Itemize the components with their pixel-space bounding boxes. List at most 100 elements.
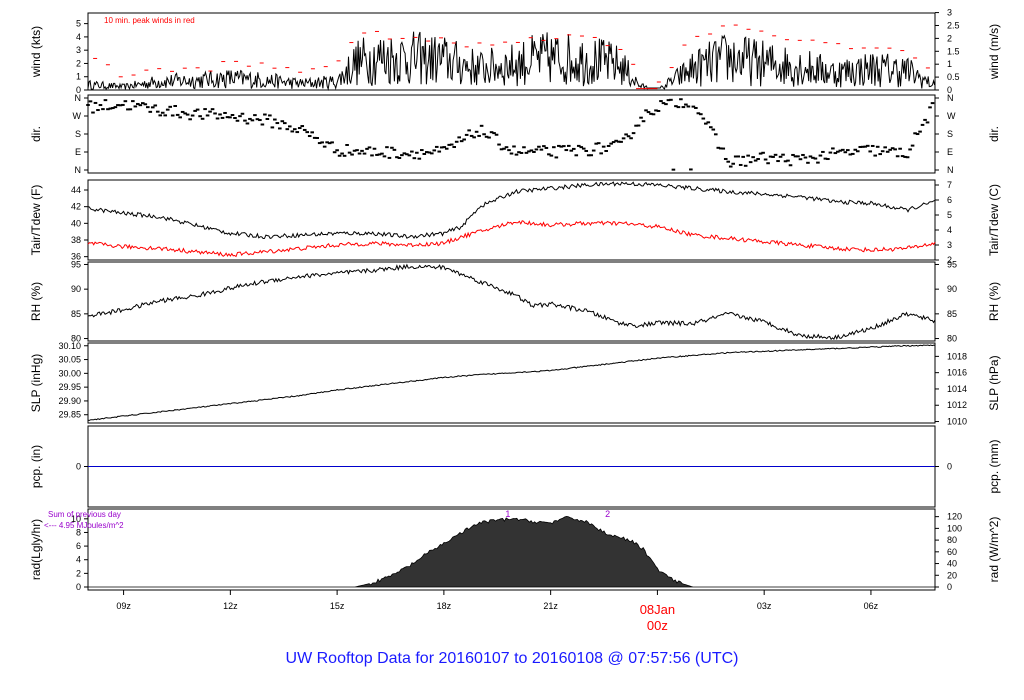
x-tick-label: 21z bbox=[543, 601, 558, 611]
dir-ylabel-left: dir. bbox=[29, 126, 43, 142]
x-tick-label: 09z bbox=[116, 601, 131, 611]
temperature-right-tick-label: 3 bbox=[947, 240, 952, 250]
rh-left-tick-label: 80 bbox=[71, 334, 81, 344]
slp-panel-frame bbox=[87, 342, 936, 424]
rh-left-tick-label: 95 bbox=[71, 259, 81, 269]
dir-right-tick-label: E bbox=[947, 147, 953, 157]
rad-left-tick-label: 0 bbox=[76, 582, 81, 592]
rad-marker-label: 1 bbox=[505, 509, 510, 519]
rad-right-tick-label: 0 bbox=[947, 582, 952, 592]
dir-right-tick-label: N bbox=[947, 165, 954, 175]
wind-right-tick-label: 1 bbox=[947, 59, 952, 69]
temperature-right-tick-label: 5 bbox=[947, 210, 952, 220]
slp-left-tick-label: 29.95 bbox=[58, 382, 81, 392]
rad-left-tick-label: 8 bbox=[76, 527, 81, 537]
x-date-sublabel: 00z bbox=[647, 618, 668, 633]
rad-area bbox=[88, 515, 935, 588]
slp-ylabel-left: SLP (inHg) bbox=[29, 354, 43, 412]
pcp-left-tick-label: 0 bbox=[76, 462, 81, 472]
temperature-ylabel-right: Tair/Tdew (C) bbox=[987, 184, 1001, 256]
slp-left-tick-label: 29.90 bbox=[58, 396, 81, 406]
wind-left-tick-label: 4 bbox=[76, 32, 81, 42]
temperature-panel-frame bbox=[87, 179, 936, 261]
temperature-ylabel-left: Tair/Tdew (F) bbox=[29, 185, 43, 256]
wind-right-tick-label: 0.5 bbox=[947, 72, 960, 82]
rh-left-tick-label: 85 bbox=[71, 309, 81, 319]
dir-left-tick-label: E bbox=[75, 147, 81, 157]
rad-right-tick-label: 20 bbox=[947, 570, 957, 580]
rad-left-tick-label: 10 bbox=[71, 514, 81, 524]
slp-right-tick-label: 1018 bbox=[947, 351, 967, 361]
temperature-left-tick-label: 36 bbox=[71, 252, 81, 262]
dir-left-tick-label: N bbox=[75, 93, 82, 103]
temperature-left-tick-label: 42 bbox=[71, 202, 81, 212]
x-date-label: 08Jan bbox=[640, 602, 675, 617]
dir-ylabel-right: dir. bbox=[987, 126, 1001, 142]
tair-line bbox=[87, 181, 936, 240]
temperature-left-tick-label: 38 bbox=[71, 235, 81, 245]
slp-left-tick-label: 30.00 bbox=[58, 368, 81, 378]
rad-ylabel-left: rad(Lgly/hr) bbox=[29, 519, 43, 580]
temperature-left-tick-label: 40 bbox=[71, 218, 81, 228]
wind-right-tick-label: 2.5 bbox=[947, 20, 960, 30]
rh-ylabel-right: RH (%) bbox=[987, 282, 1001, 321]
wind-left-tick-label: 2 bbox=[76, 58, 81, 68]
rh-right-tick-label: 85 bbox=[947, 309, 957, 319]
rad-left-tick-label: 4 bbox=[76, 555, 81, 565]
rad-right-tick-label: 80 bbox=[947, 535, 957, 545]
temperature-right-tick-label: 7 bbox=[947, 180, 952, 190]
wind-right-tick-label: 0 bbox=[947, 85, 952, 95]
slp-left-tick-label: 29.85 bbox=[58, 410, 81, 420]
slp-right-tick-label: 1014 bbox=[947, 384, 967, 394]
rad-left-tick-label: 6 bbox=[76, 541, 81, 551]
slp-line bbox=[87, 344, 936, 421]
rad-right-tick-label: 100 bbox=[947, 523, 962, 533]
pcp-ylabel-left: pcp. (in) bbox=[29, 445, 43, 488]
rad-left-tick-label: 2 bbox=[76, 568, 81, 578]
tdew-line bbox=[87, 220, 936, 258]
chart-title: UW Rooftop Data for 20160107 to 20160108… bbox=[285, 650, 739, 667]
dir-right-tick-label: W bbox=[947, 111, 956, 121]
wind-ylabel-left: wind (kts) bbox=[29, 26, 43, 78]
slp-right-tick-label: 1012 bbox=[947, 400, 967, 410]
pcp-ylabel-right: pcp. (mm) bbox=[987, 439, 1001, 493]
x-tick-label: 12z bbox=[223, 601, 238, 611]
temperature-right-tick-label: 6 bbox=[947, 195, 952, 205]
wind-left-tick-label: 3 bbox=[76, 45, 81, 55]
rh-right-tick-label: 80 bbox=[947, 334, 957, 344]
rad-right-tick-label: 60 bbox=[947, 547, 957, 557]
rh-line bbox=[87, 263, 936, 341]
rh-panel-frame bbox=[87, 261, 936, 342]
dir-right-tick-label: N bbox=[947, 93, 954, 103]
rh-right-tick-label: 95 bbox=[947, 259, 957, 269]
wind-right-tick-label: 2 bbox=[947, 33, 952, 43]
x-tick-label: 06z bbox=[864, 601, 879, 611]
x-tick-label: 15z bbox=[330, 601, 345, 611]
slp-right-tick-label: 1016 bbox=[947, 368, 967, 378]
rad-right-tick-label: 40 bbox=[947, 559, 957, 569]
wind-left-tick-label: 5 bbox=[76, 19, 81, 29]
rad-panel-frame bbox=[87, 508, 936, 591]
rh-ylabel-left: RH (%) bbox=[29, 282, 43, 321]
wind-speed-line bbox=[87, 31, 936, 91]
pcp-right-tick-label: 0 bbox=[947, 462, 952, 472]
slp-right-tick-label: 1010 bbox=[947, 417, 967, 427]
dir-left-tick-label: W bbox=[73, 111, 82, 121]
wind-left-tick-label: 1 bbox=[76, 72, 81, 82]
dir-panel-frame bbox=[87, 94, 936, 174]
rad-right-tick-label: 120 bbox=[947, 512, 962, 522]
wind-left-tick-label: 0 bbox=[76, 85, 81, 95]
slp-ylabel-right: SLP (hPa) bbox=[987, 355, 1001, 410]
dir-left-tick-label: N bbox=[75, 165, 82, 175]
rad-marker-label: 2 bbox=[605, 509, 610, 519]
temperature-right-tick-label: 4 bbox=[947, 225, 952, 235]
wind-ylabel-right: wind (m/s) bbox=[987, 24, 1001, 80]
wind-right-tick-label: 1.5 bbox=[947, 46, 960, 56]
temperature-left-tick-label: 44 bbox=[71, 185, 81, 195]
x-tick-label: 18z bbox=[437, 601, 452, 611]
wind-annotation: 10 min. peak winds in red bbox=[104, 16, 195, 25]
rad-ylabel-right: rad (W/m^2) bbox=[987, 517, 1001, 583]
slp-left-tick-label: 30.05 bbox=[58, 355, 81, 365]
dir-right-tick-label: S bbox=[947, 129, 953, 139]
